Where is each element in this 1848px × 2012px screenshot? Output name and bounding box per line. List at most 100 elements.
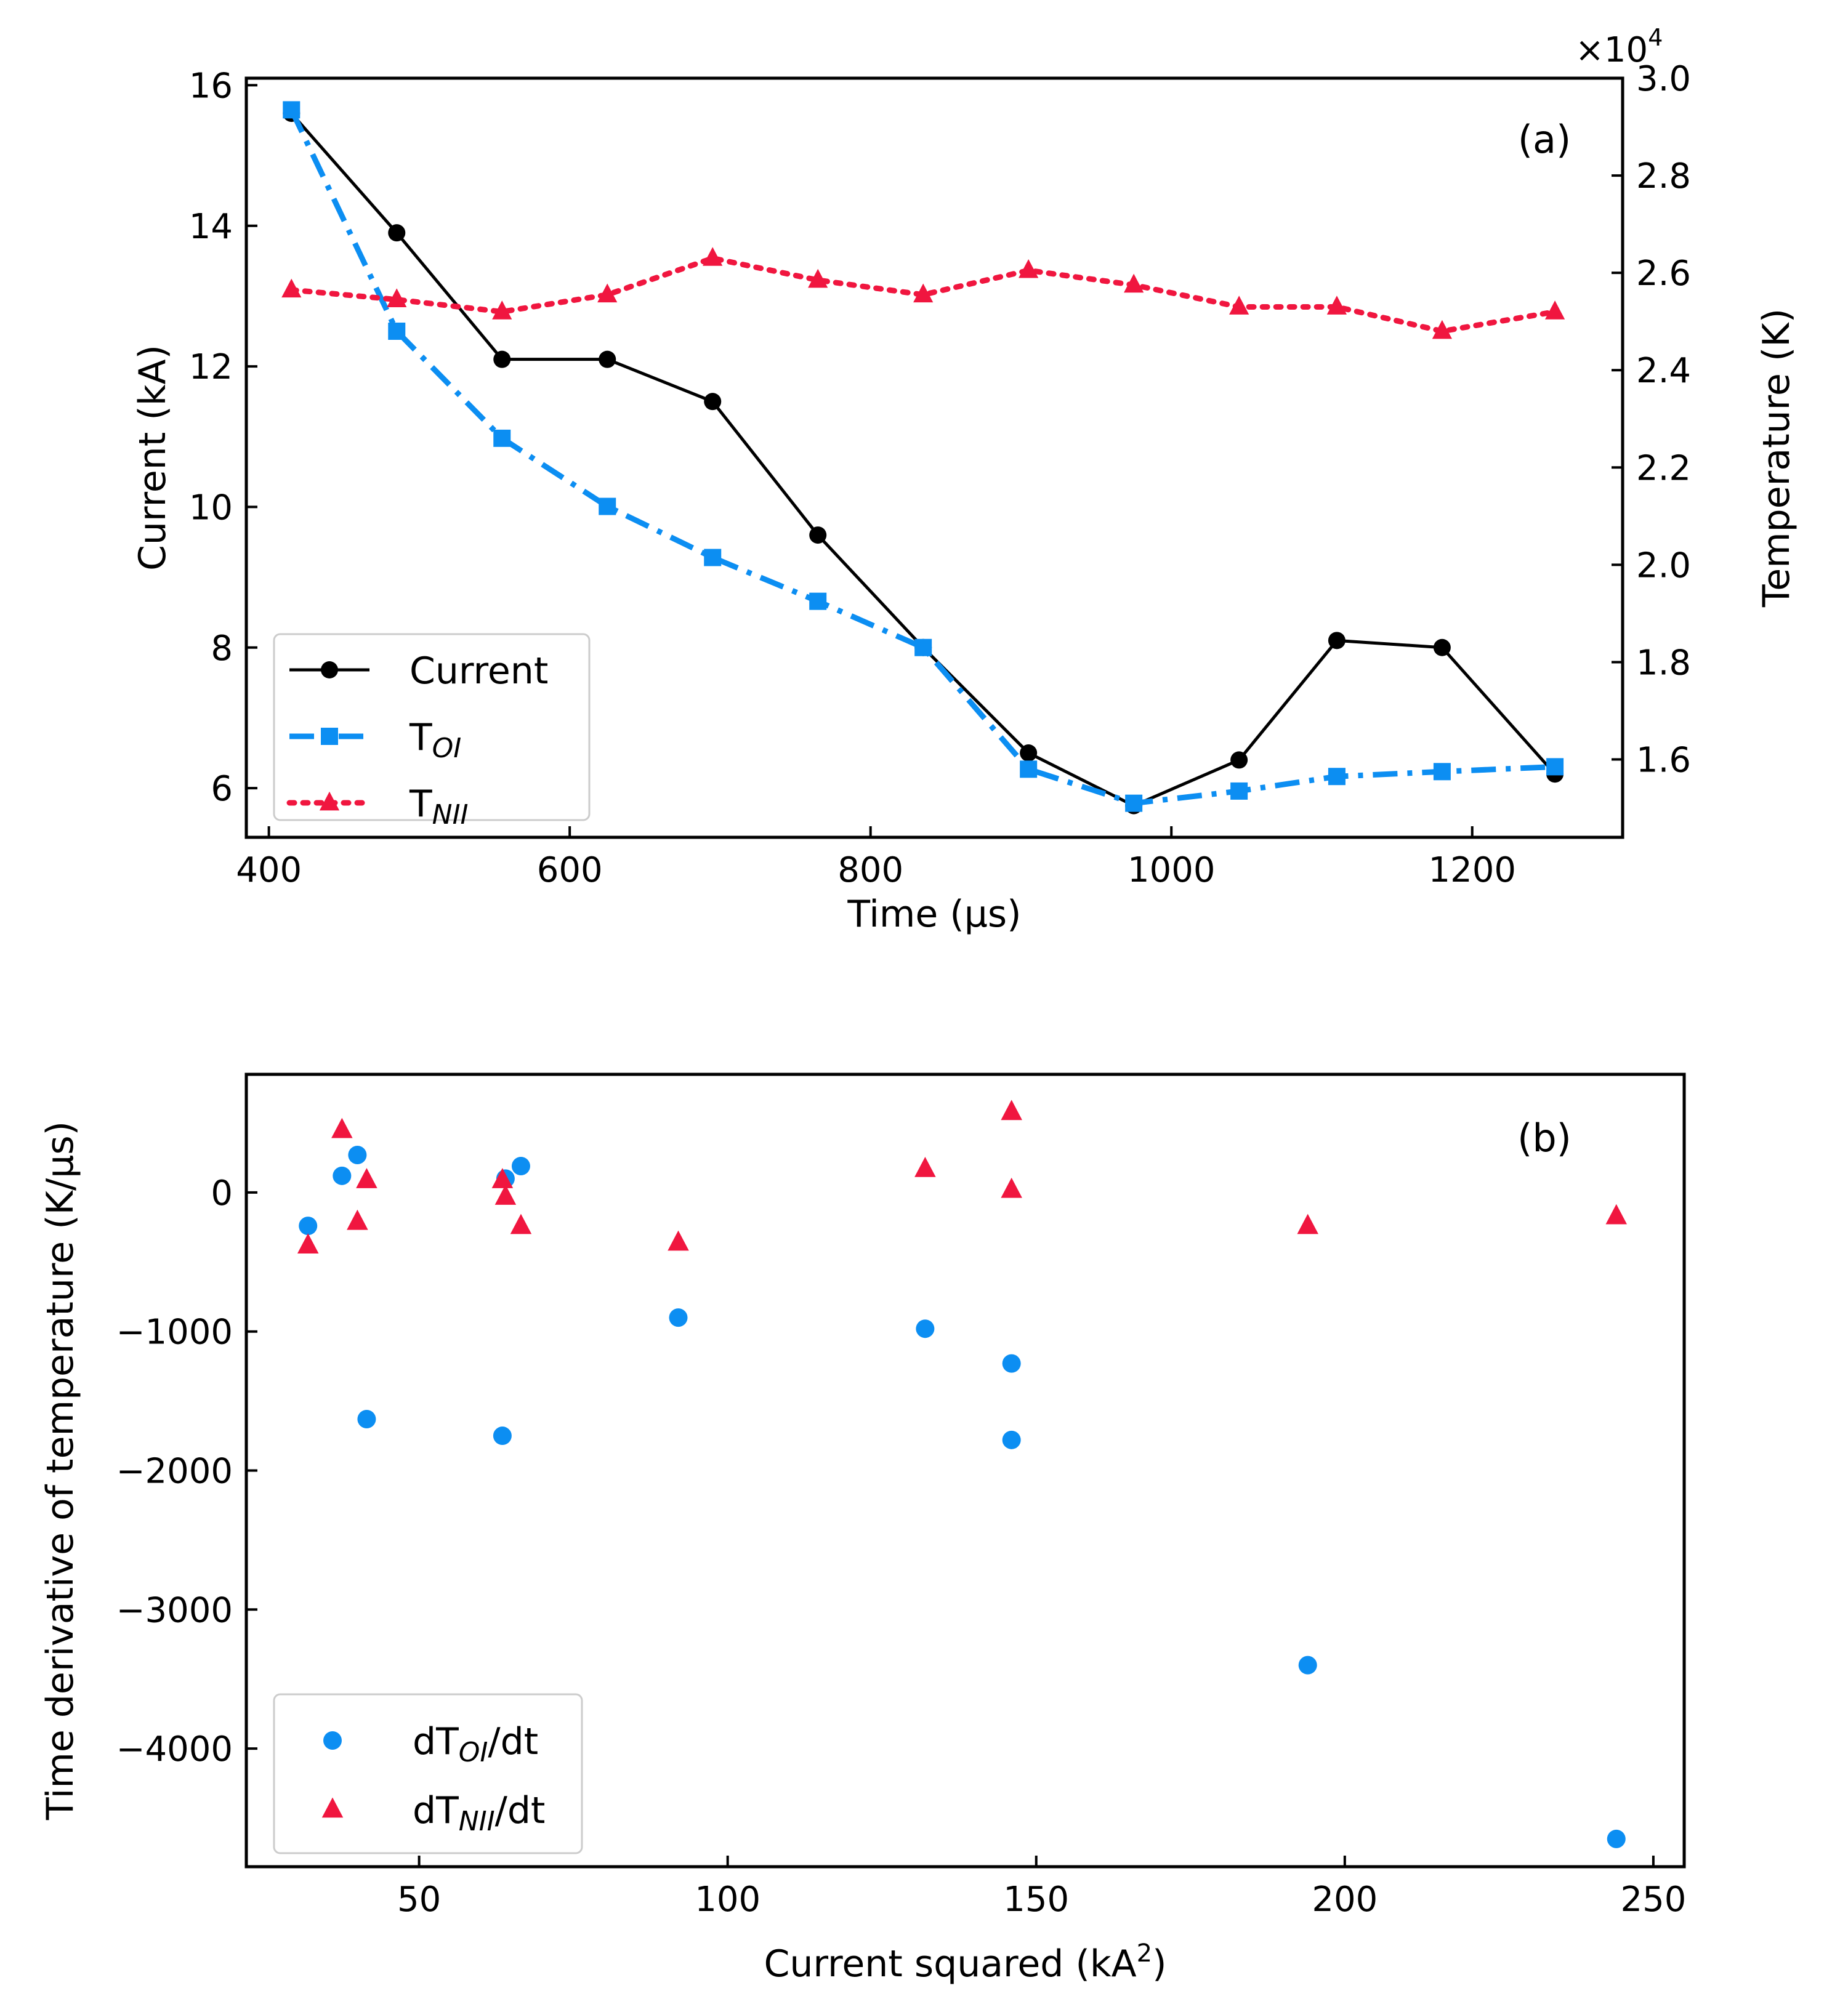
data-point-0-2 <box>493 350 511 368</box>
data-point-0-10 <box>1328 632 1346 650</box>
y-axis-label: Current (kA) <box>131 345 174 571</box>
panel-label: (b) <box>1517 1116 1572 1161</box>
x-tick-label: 100 <box>695 1880 761 1920</box>
legend-marker-2 <box>319 791 340 811</box>
data-point-2-1 <box>387 288 407 307</box>
data-point-0-12 <box>1607 1829 1626 1848</box>
x-axis-label: Current squared (kA2) <box>764 1939 1166 1986</box>
data-point-2-3 <box>597 283 618 303</box>
data-point-1-5 <box>809 592 827 610</box>
data-point-2-0 <box>281 278 302 298</box>
y2-tick-label: 2.8 <box>1636 156 1691 196</box>
data-point-1-8 <box>914 1157 936 1177</box>
data-point-0-4 <box>704 393 722 411</box>
legend-marker-0 <box>321 661 338 678</box>
y-tick-label: −3000 <box>116 1590 233 1630</box>
data-point-2-9 <box>1229 296 1249 315</box>
x-tick-label: 250 <box>1620 1880 1686 1920</box>
legend-entry-sub-1: OI <box>432 733 462 764</box>
data-point-0-4 <box>493 1427 512 1446</box>
x-tick-label: 1000 <box>1128 850 1216 890</box>
y-tick-label: 6 <box>211 769 233 809</box>
data-point-0-5 <box>809 526 827 544</box>
x-tick-label: 150 <box>1003 1880 1069 1920</box>
data-point-0-3 <box>599 350 616 368</box>
y2-tick-label: 2.4 <box>1636 351 1691 391</box>
data-point-0-11 <box>1298 1656 1317 1675</box>
data-point-2-2 <box>492 300 512 320</box>
legend-entry-sub-1: NII <box>459 1806 495 1837</box>
data-point-0-11 <box>1433 638 1451 656</box>
data-point-1-11 <box>1297 1213 1318 1234</box>
data-point-0-10 <box>1002 1430 1021 1449</box>
data-point-1-4 <box>704 549 722 566</box>
panel-a: 400 600 800 1000 1200 6 8 10 12 14 16 1.6 1.8 2.0 2.2 2… <box>131 24 1798 936</box>
x-axis-label-end: ) <box>1152 1942 1166 1986</box>
data-point-0-7 <box>669 1308 688 1327</box>
data-point-2-8 <box>1124 273 1144 293</box>
data-point-0-7 <box>1020 744 1038 762</box>
data-point-1-7 <box>1020 760 1038 778</box>
y2-tick-label: 3.0 <box>1636 59 1691 99</box>
x-tick-label: 600 <box>537 850 603 890</box>
data-point-2-11 <box>1432 320 1452 339</box>
y2-tick-label: 2.0 <box>1636 545 1691 585</box>
y-tick-label: 16 <box>189 66 233 106</box>
data-point-1-11 <box>1433 763 1451 781</box>
data-point-1-12 <box>1546 758 1564 776</box>
data-point-1-12 <box>1605 1204 1628 1225</box>
x-tick-label: 1200 <box>1428 850 1516 890</box>
data-point-0-9 <box>1230 751 1248 769</box>
y2-tick-label: 2.6 <box>1636 254 1691 294</box>
y-tick-label: −1000 <box>116 1313 233 1353</box>
axis-multiplier: ×104 <box>1575 24 1663 70</box>
y-tick-label: −4000 <box>116 1729 233 1769</box>
data-point-2-6 <box>913 283 934 303</box>
legend-marker-1 <box>321 1797 344 1818</box>
data-point-1-8 <box>1125 794 1143 812</box>
y-tick-label: 14 <box>189 207 233 247</box>
x-tick-label: 400 <box>236 850 302 890</box>
data-point-2-4 <box>703 247 723 266</box>
data-point-1-5 <box>494 1185 517 1205</box>
data-point-0-0 <box>299 1217 318 1236</box>
data-point-2-5 <box>808 268 828 288</box>
y-tick-label: 12 <box>189 347 233 387</box>
data-point-0-3 <box>357 1409 376 1428</box>
data-point-1-0 <box>297 1233 319 1253</box>
y-tick-label: 8 <box>211 629 233 669</box>
x-axis-label: Time (µs) <box>847 893 1021 936</box>
x-tick-label: 50 <box>397 1880 441 1920</box>
data-point-0-6 <box>511 1157 530 1176</box>
data-point-0-8 <box>916 1319 935 1338</box>
data-point-2-7 <box>1019 259 1039 278</box>
x-tick-label: 800 <box>837 850 903 890</box>
data-point-1-6 <box>914 638 932 656</box>
legend-entry-sub-0: OI <box>459 1737 488 1768</box>
legend-box <box>273 1693 583 1854</box>
legend-entry-sub-2: NII <box>432 799 469 831</box>
data-point-1-0 <box>283 101 301 119</box>
data-point-0-2 <box>348 1145 367 1164</box>
data-point-1-1 <box>331 1117 353 1138</box>
data-point-0-1 <box>333 1166 352 1185</box>
legend-entry-end-1: /dt <box>495 1789 546 1832</box>
legend-box <box>273 633 591 821</box>
data-point-1-7 <box>668 1230 689 1251</box>
y-axis-label: Time derivative of temperature (K/µs) <box>39 1121 82 1821</box>
legend-entry-0: Current <box>410 650 548 693</box>
y-tick-label: 10 <box>189 488 233 528</box>
data-point-1-6 <box>510 1213 532 1234</box>
data-point-1-4 <box>491 1168 514 1188</box>
legend-entry-0: dTOI/dt <box>413 1720 538 1768</box>
data-point-1-2 <box>347 1209 368 1230</box>
plot-frame <box>244 76 1624 839</box>
data-point-1-9 <box>1230 782 1248 800</box>
panel-label: (a) <box>1518 117 1571 162</box>
axis-multiplier-exp: 4 <box>1648 24 1663 51</box>
y2-tick-label: 1.6 <box>1636 741 1691 781</box>
legend-marker-0 <box>323 1731 342 1750</box>
x-tick-label: 200 <box>1312 1880 1378 1920</box>
data-point-0-1 <box>388 224 406 242</box>
